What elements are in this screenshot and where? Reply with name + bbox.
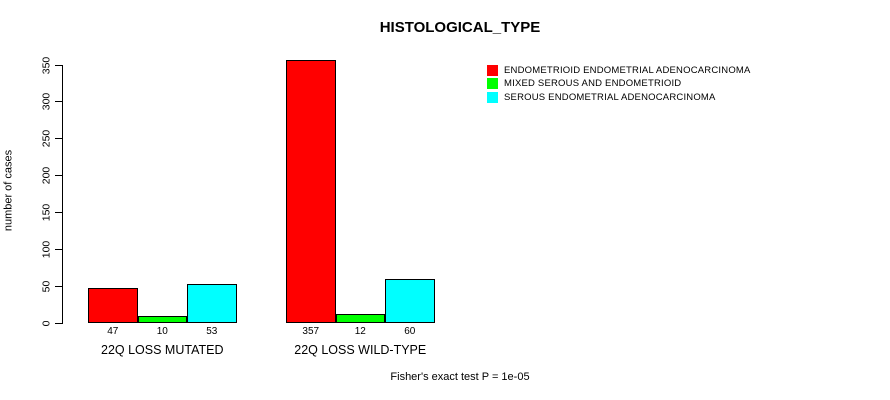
y-tick bbox=[55, 322, 63, 324]
y-tick-label: 300 bbox=[40, 93, 53, 111]
y-tick bbox=[55, 101, 63, 103]
y-axis-line bbox=[62, 65, 63, 323]
y-tick bbox=[55, 64, 63, 66]
y-tick-label: 0 bbox=[40, 320, 53, 326]
legend-item: ENDOMETRIOID ENDOMETRIAL ADENOCARCINOMA bbox=[487, 64, 751, 77]
bar-value-label: 357 bbox=[302, 326, 320, 337]
y-tick-label: 150 bbox=[40, 203, 53, 222]
legend-swatch bbox=[487, 65, 498, 76]
legend-swatch bbox=[487, 91, 498, 103]
y-tick bbox=[55, 138, 63, 140]
footnote: Fisher's exact test P = 1e-05 bbox=[390, 371, 530, 383]
bar bbox=[286, 59, 336, 323]
bar bbox=[137, 315, 187, 323]
y-tick bbox=[55, 175, 63, 177]
chart-title: HISTOLOGICAL_TYPE bbox=[379, 19, 541, 36]
y-tick bbox=[55, 285, 63, 287]
bar bbox=[335, 314, 385, 323]
y-tick-label: 200 bbox=[40, 166, 53, 185]
bar-value-label: 12 bbox=[354, 326, 366, 337]
category-label: 22Q LOSS MUTATED bbox=[101, 343, 224, 357]
y-tick bbox=[55, 248, 63, 250]
legend-item: MIXED SEROUS AND ENDOMETRIOID bbox=[487, 77, 751, 90]
legend-item: SEROUS ENDOMETRIAL ADENOCARCINOMA bbox=[487, 91, 751, 104]
bar-value-label: 47 bbox=[107, 326, 119, 337]
bar bbox=[88, 288, 138, 323]
legend-label: MIXED SEROUS AND ENDOMETRIOID bbox=[504, 78, 682, 90]
bar-value-label: 53 bbox=[206, 326, 218, 337]
legend-label: SEROUS ENDOMETRIAL ADENOCARCINOMA bbox=[504, 91, 716, 103]
category-label: 22Q LOSS WILD-TYPE bbox=[294, 343, 427, 357]
bar bbox=[187, 283, 237, 323]
y-axis-label: number of cases bbox=[2, 149, 15, 232]
y-tick bbox=[55, 211, 63, 213]
y-tick-label: 350 bbox=[40, 56, 53, 74]
bar-value-label: 60 bbox=[404, 326, 416, 337]
legend-label: ENDOMETRIOID ENDOMETRIAL ADENOCARCINOMA bbox=[504, 65, 751, 76]
legend-swatch bbox=[487, 78, 498, 90]
bar bbox=[385, 278, 435, 323]
legend: ENDOMETRIOID ENDOMETRIAL ADENOCARCINOMA M… bbox=[487, 64, 751, 104]
bar-value-label: 10 bbox=[156, 326, 168, 337]
y-tick-label: 50 bbox=[40, 280, 53, 292]
y-tick-label: 100 bbox=[40, 240, 53, 259]
y-tick-label: 250 bbox=[40, 129, 53, 148]
